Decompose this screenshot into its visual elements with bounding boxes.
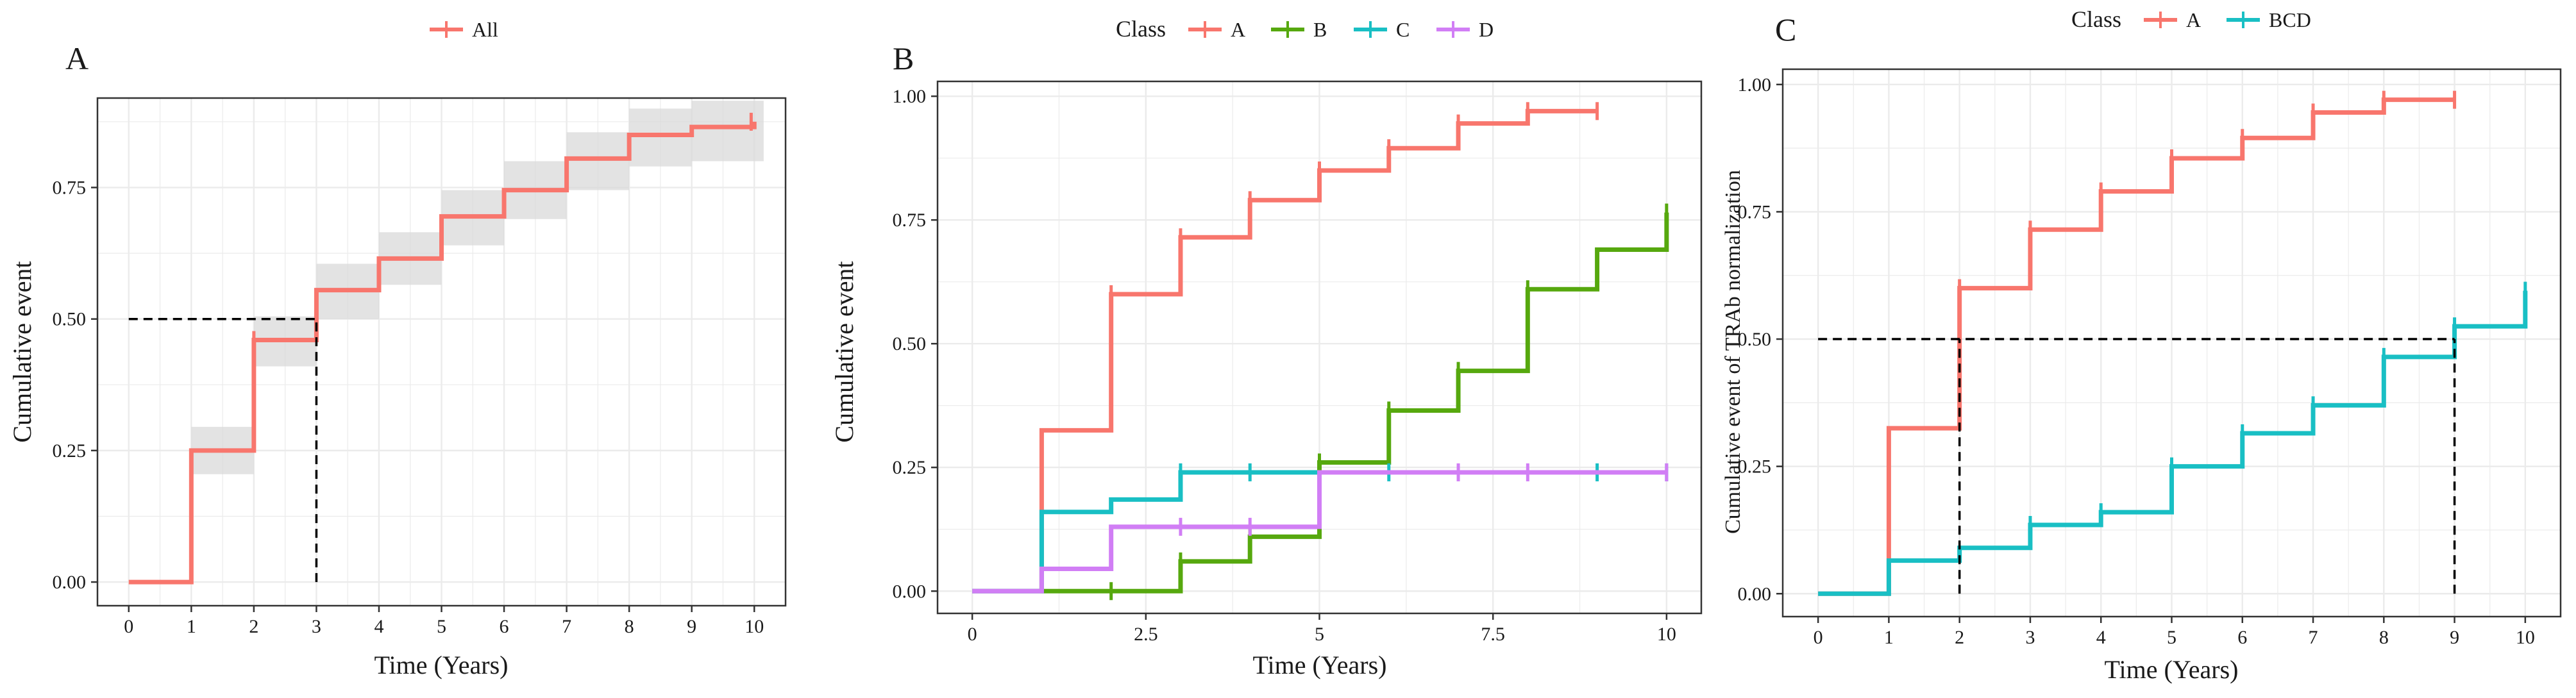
x-tick-label: 1	[1884, 627, 1894, 648]
x-tick-label: 7.5	[1481, 624, 1505, 645]
y-tick-label: 0.50	[893, 333, 927, 354]
x-tick-label: 2	[249, 616, 258, 637]
legend-label-D: D	[1479, 18, 1494, 41]
x-axis-title: Time (Years)	[375, 651, 509, 679]
y-tick-label: 0.75	[1738, 201, 1772, 222]
confidence-band	[754, 101, 764, 162]
panel-label: A	[65, 40, 88, 76]
x-tick-label: 4	[2096, 627, 2106, 648]
series-line-D	[972, 470, 1667, 594]
x-axis-title: Time (Years)	[1253, 651, 1387, 679]
y-axis-title: Cumulative event of TRAb normalization	[1721, 170, 1745, 534]
x-tick-label: 10	[1657, 624, 1676, 645]
legend-label-C: C	[1396, 18, 1410, 41]
x-tick-label: 0	[1814, 627, 1823, 648]
x-tick-label: 9	[687, 616, 696, 637]
y-tick-label: 0.75	[893, 210, 927, 231]
panel-label: C	[1775, 12, 1796, 47]
y-tick-label: 0.25	[53, 440, 87, 461]
x-tick-label: 5	[437, 616, 446, 637]
x-tick-label: 5	[1315, 624, 1324, 645]
confidence-band	[566, 132, 630, 190]
confidence-band	[691, 101, 755, 162]
x-tick-label: 5	[2167, 627, 2176, 648]
y-tick-label: 0.50	[1738, 329, 1772, 350]
legend-label-A: A	[2186, 8, 2201, 31]
y-tick-label: 0.00	[53, 572, 87, 593]
y-tick-label: 0.25	[893, 457, 927, 478]
x-tick-label: 2.5	[1134, 624, 1158, 645]
legend-title: Class	[2071, 6, 2121, 32]
x-tick-label: 3	[312, 616, 321, 637]
x-tick-label: 6	[500, 616, 509, 637]
y-tick-label: 1.00	[1738, 74, 1772, 96]
legend-title: Class	[1116, 16, 1166, 42]
legend: Class A BCD	[2071, 6, 2311, 32]
y-axis-title: Cumulative event	[8, 261, 37, 442]
x-tick-label: 4	[374, 616, 383, 637]
legend-label-A: A	[1231, 18, 1245, 41]
x-tick-label: 8	[625, 616, 634, 637]
x-axis-title: Time (Years)	[2105, 655, 2239, 684]
x-tick-label: 1	[187, 616, 196, 637]
series-line-A	[972, 108, 1597, 594]
panel-label: B	[893, 40, 914, 76]
y-tick-label: 0.00	[893, 581, 927, 602]
x-tick-label: 9	[2450, 627, 2459, 648]
legend-label-All: All	[472, 18, 498, 41]
y-tick-label: 1.00	[893, 86, 927, 107]
y-tick-label: 0.25	[1738, 456, 1772, 478]
series-line-All	[128, 121, 757, 585]
series-line-A	[1818, 97, 2455, 596]
y-axis-title: Cumulative event	[830, 261, 859, 442]
panel-C: 0 1 2 3 4 5 6 7 8 9 10 0.00 0.25 0.50 0.75 1.00 Time (Ye…	[1721, 6, 2562, 684]
x-tick-label: 6	[2237, 627, 2247, 648]
x-tick-label: 10	[745, 616, 764, 637]
legend: All	[430, 18, 498, 41]
legend-label-BCD: BCD	[2269, 8, 2311, 31]
confidence-band	[629, 108, 692, 167]
x-tick-label: 8	[2379, 627, 2389, 648]
x-tick-label: 0	[124, 616, 133, 637]
x-tick-label: 2	[1955, 627, 1964, 648]
y-tick-label: 0.00	[1738, 583, 1772, 604]
panel-A: 0 1 2 3 4 5 6 7 8 9 10 0.00 0.25 0.50 0.75 Time (Years)…	[8, 18, 787, 679]
x-tick-label: 3	[2025, 627, 2035, 648]
legend: Class A B C D	[1116, 16, 1494, 42]
y-tick-label: 0.75	[53, 178, 87, 199]
panel-B: 0 2.5 5 7.5 10 0.00 0.25 0.50 0.75 1.00 Time (Year…	[830, 16, 1703, 679]
y-tick-label: 0.50	[53, 309, 87, 330]
x-tick-label: 0	[968, 624, 977, 645]
x-tick-label: 10	[2516, 627, 2535, 648]
legend-label-B: B	[1313, 18, 1327, 41]
x-tick-label: 7	[2309, 627, 2318, 648]
x-tick-label: 7	[562, 616, 571, 637]
